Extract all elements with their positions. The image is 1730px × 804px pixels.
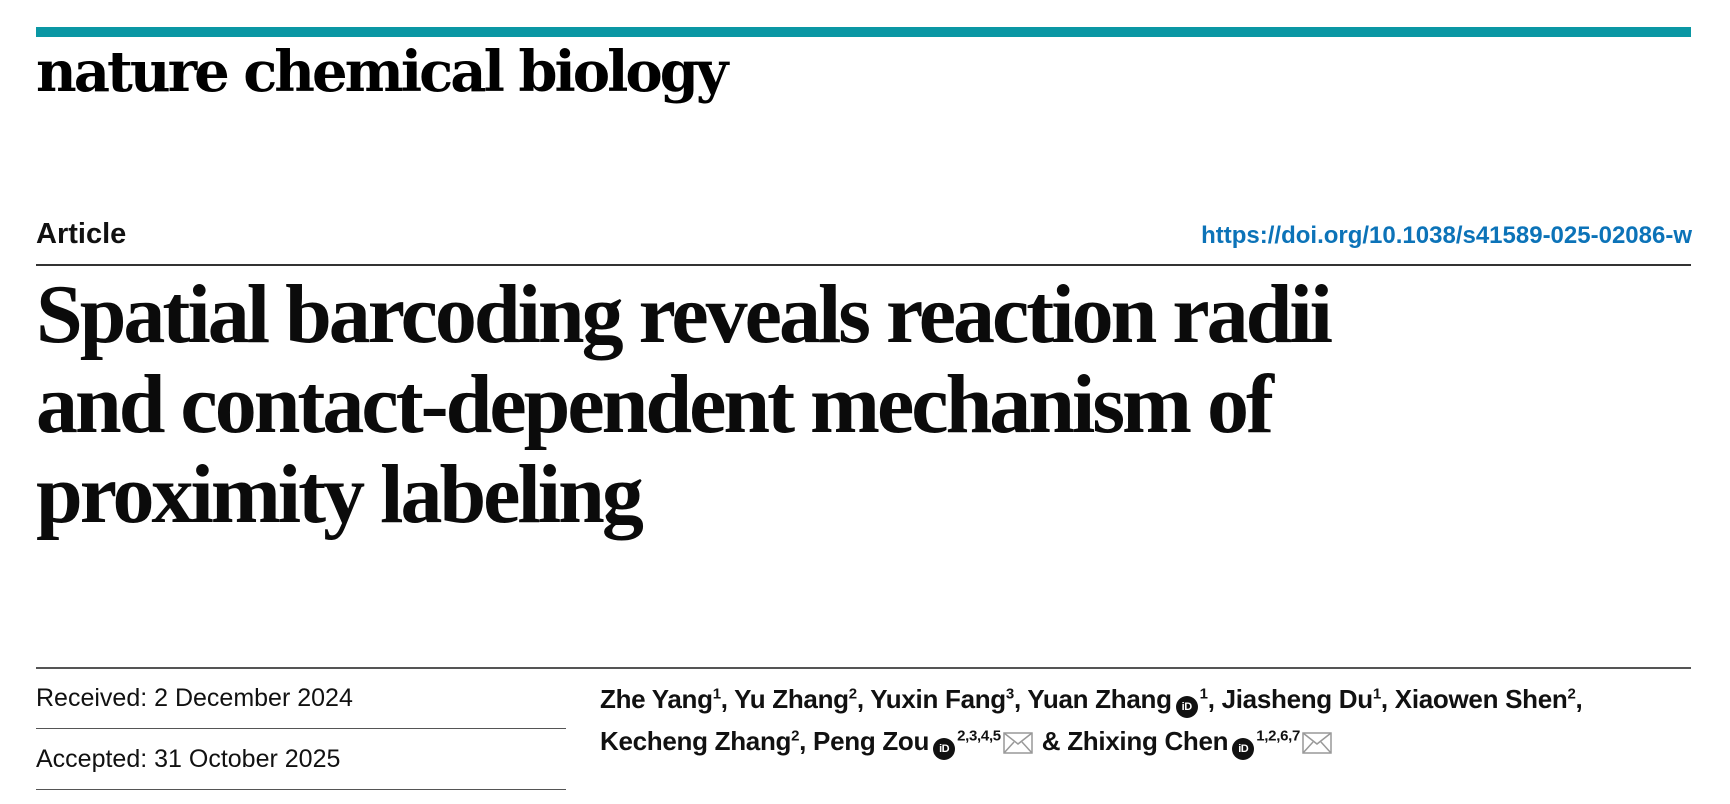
doi-link[interactable]: https://doi.org/10.1038/s41589-025-02086… bbox=[1201, 222, 1692, 249]
author-name[interactable]: Yuxin Fang bbox=[870, 684, 1006, 714]
affiliation-marker: 1,2,6,7 bbox=[1256, 727, 1301, 745]
author-name[interactable]: Jiasheng Du bbox=[1221, 684, 1374, 714]
title-line-1: Spatial barcoding reveals reaction radii bbox=[36, 268, 1333, 361]
author-name[interactable]: Peng Zou bbox=[813, 726, 930, 756]
author-name[interactable]: Yu Zhang bbox=[734, 684, 849, 714]
affiliation-marker: 3 bbox=[1005, 685, 1014, 703]
author-name[interactable]: Zhe Yang bbox=[600, 684, 713, 714]
affiliation-marker: 2 bbox=[1567, 685, 1576, 703]
orcid-icon[interactable]: iD bbox=[933, 738, 956, 760]
received-date: Received: 2 December 2024 bbox=[36, 668, 566, 729]
title-line-3: proximity labeling bbox=[36, 448, 644, 541]
affiliation-marker: 2,3,4,5 bbox=[957, 727, 1001, 745]
envelope-icon[interactable] bbox=[1302, 732, 1332, 754]
orcid-icon[interactable]: iD bbox=[1175, 696, 1198, 718]
article-title: Spatial barcoding reveals reaction radii… bbox=[36, 270, 1636, 540]
affiliation-marker: 2 bbox=[848, 685, 857, 703]
affiliation-marker: 1 bbox=[1199, 685, 1208, 703]
author-name[interactable]: Yuan Zhang bbox=[1027, 684, 1172, 714]
journal-accent-bar bbox=[36, 27, 1691, 37]
envelope-icon[interactable] bbox=[1003, 732, 1033, 754]
title-line-2: and contact-dependent mechanism of bbox=[36, 358, 1274, 451]
author-name[interactable]: Zhixing Chen bbox=[1067, 726, 1229, 756]
article-type: Article bbox=[36, 218, 127, 250]
author-name[interactable]: Kecheng Zhang bbox=[600, 726, 792, 756]
affiliation-marker: 1 bbox=[712, 685, 721, 703]
author-list: Zhe Yang1, Yu Zhang2, Yuxin Fang3, Yuan … bbox=[600, 678, 1695, 762]
header-divider bbox=[36, 264, 1691, 266]
accepted-date: Accepted: 31 October 2025 bbox=[36, 729, 566, 790]
author-name[interactable]: Xiaowen Shen bbox=[1394, 684, 1568, 714]
article-dates: Received: 2 December 2024 Accepted: 31 O… bbox=[36, 668, 566, 790]
orcid-icon[interactable]: iD bbox=[1232, 738, 1255, 760]
meta-divider bbox=[36, 667, 1691, 669]
affiliation-marker: 2 bbox=[791, 727, 800, 745]
affiliation-marker: 1 bbox=[1372, 685, 1381, 703]
journal-name[interactable]: nature chemical biology bbox=[36, 39, 728, 105]
